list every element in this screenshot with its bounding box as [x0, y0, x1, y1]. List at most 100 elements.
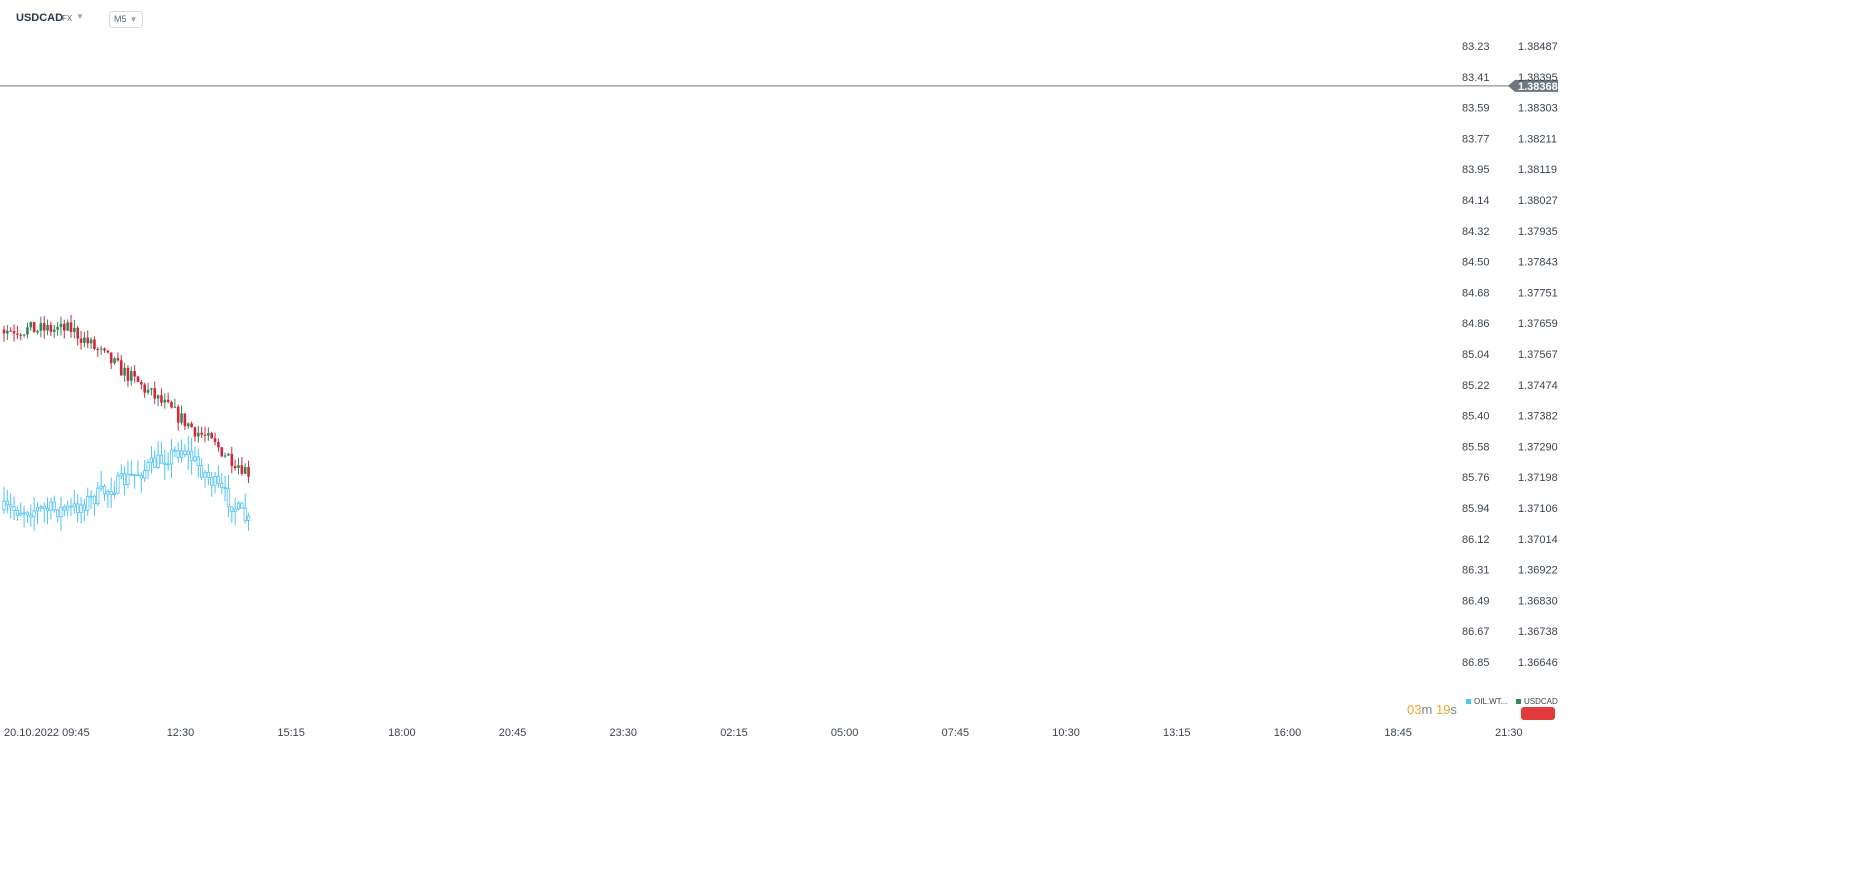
sell-button[interactable] [1521, 707, 1555, 720]
usdcad-candle [52, 329, 56, 332]
x-axis-tick: 21:30 [1495, 727, 1523, 739]
usdcad-candle [247, 466, 250, 477]
usdcad-candle [42, 323, 46, 331]
right-axis-tick: 1.37935 [1518, 226, 1558, 238]
oil-candle [59, 506, 63, 518]
oil-candle [246, 515, 251, 521]
oil-candle [240, 502, 244, 509]
usdcad-candle [73, 327, 76, 332]
oil-candle [136, 474, 140, 477]
legend-item-oil[interactable]: OIL.WT... [1466, 697, 1507, 706]
left-axis-tick: 85.94 [1462, 503, 1490, 515]
symbol-label[interactable]: USDCAD [16, 12, 64, 24]
right-axis-tick: 1.37106 [1518, 503, 1558, 515]
usdcad-candle [12, 331, 16, 334]
usdcad-candle [186, 423, 190, 427]
timeframe-selector[interactable]: M5 ▼ [109, 11, 144, 28]
oil-candle [72, 503, 76, 508]
current-price-label: 1.38368 [1518, 81, 1558, 93]
right-axis-tick: 1.37751 [1518, 287, 1558, 299]
oil-candle [12, 506, 16, 511]
usdcad-candle [16, 333, 19, 335]
usdcad-candle [133, 371, 136, 377]
oil-candle [29, 514, 33, 518]
timeframe-label: M5 [114, 14, 127, 24]
legend-item-usdcad[interactable]: USDCAD [1516, 697, 1558, 706]
oil-candle [223, 487, 227, 490]
oil-candle [139, 474, 143, 479]
oil-candle [159, 454, 164, 464]
oil-candle [82, 504, 86, 511]
usdcad-candle [99, 348, 103, 350]
usdcad-candle [103, 348, 106, 351]
oil-candle [123, 473, 127, 485]
left-axis-tick: 86.12 [1462, 534, 1490, 546]
usdcad-candle [233, 466, 237, 469]
usdcad-candle [237, 465, 240, 469]
usdcad-candle [207, 433, 210, 436]
oil-candle [79, 504, 83, 514]
oil-candle [66, 505, 70, 511]
oil-candle [186, 450, 190, 455]
usdcad-candle [173, 406, 177, 408]
left-axis-tick: 86.85 [1462, 657, 1490, 669]
oil-candle [156, 454, 160, 468]
right-axis-tick: 1.38027 [1518, 195, 1558, 207]
right-axis-tick: 1.37659 [1518, 318, 1558, 330]
usdcad-candle [220, 447, 224, 457]
current-price-tag [1508, 79, 1558, 92]
usdcad-candle [160, 395, 163, 403]
oil-candle [173, 449, 177, 452]
oil-candle [19, 512, 23, 516]
oil-candle [179, 450, 184, 458]
right-axis-tick: 1.37014 [1518, 534, 1558, 546]
oil-candle [226, 488, 231, 508]
left-axis-tick: 86.49 [1462, 595, 1490, 607]
usdcad-candle [146, 389, 150, 393]
usdcad-candle [193, 427, 197, 437]
right-axis-tick: 1.36922 [1518, 565, 1558, 577]
usdcad-candles-layer [2, 315, 250, 483]
usdcad-candle [116, 358, 120, 361]
usdcad-candle [46, 325, 49, 331]
usdcad-candle [243, 466, 247, 474]
oil-candle [210, 477, 214, 486]
usdcad-candle [113, 358, 116, 364]
oil-candle [99, 485, 103, 489]
oil-candle [230, 506, 234, 512]
left-axis-tick: 83.77 [1462, 133, 1490, 145]
usdcad-candle [29, 322, 33, 328]
oil-candle [112, 492, 117, 495]
oil-candle [143, 469, 147, 479]
right-axis-tick: 1.37198 [1518, 472, 1558, 484]
oil-candle [25, 512, 30, 516]
market-label[interactable]: FX [62, 14, 73, 23]
oil-candle [22, 512, 26, 515]
usdcad-candle [96, 348, 100, 350]
oil-candle [149, 457, 153, 464]
usdcad-candle [240, 465, 244, 474]
oil-candle [45, 508, 50, 512]
oil-candle [193, 456, 197, 461]
left-axis-tick: 86.67 [1462, 626, 1490, 638]
usdcad-candle [39, 323, 43, 331]
oil-candle [126, 473, 130, 485]
oil-candle [203, 471, 207, 478]
usdcad-candle [56, 327, 59, 330]
chevron-down-icon[interactable]: ▼ [76, 12, 84, 21]
left-axis-tick: 84.86 [1462, 318, 1490, 330]
usdcad-candle [197, 432, 200, 437]
usdcad-candle [106, 350, 110, 353]
usdcad-candle [49, 325, 53, 332]
oil-candle [35, 507, 40, 512]
left-axis-tick: 85.04 [1462, 349, 1490, 361]
oil-candle [15, 510, 20, 516]
usdcad-candle [223, 455, 227, 457]
left-axis-tick: 85.58 [1462, 441, 1490, 453]
usdcad-candle [83, 337, 86, 343]
left-axis-tick: 83.41 [1462, 72, 1490, 84]
oil-candle [62, 506, 66, 511]
current-price-line-layer: 1.38368 [0, 79, 1558, 93]
left-axis-tick: 84.32 [1462, 226, 1490, 238]
